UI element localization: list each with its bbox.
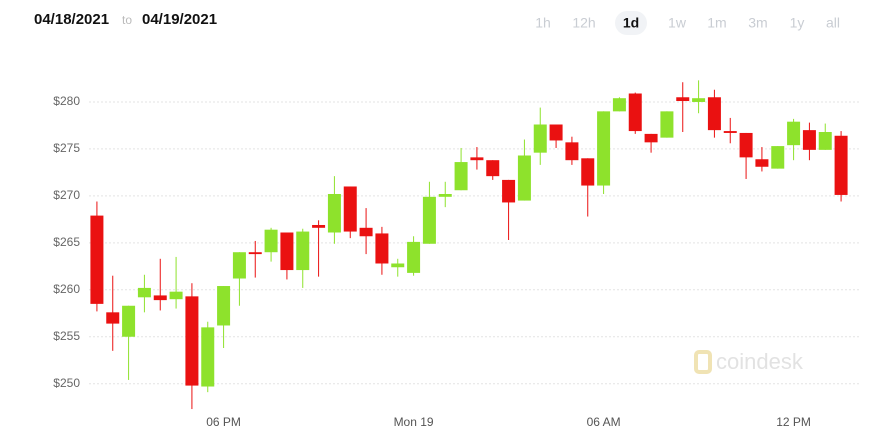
- date-sep: to: [122, 13, 132, 27]
- candle-body: [470, 157, 484, 161]
- range-button[interactable]: 12h: [572, 15, 595, 31]
- x-tick-label: 12 PM: [776, 415, 811, 429]
- candle-body: [375, 233, 389, 264]
- candle-body: [137, 287, 151, 298]
- y-tick-label: $280: [53, 94, 80, 108]
- candle-body: [771, 146, 785, 169]
- candle-body: [802, 130, 816, 150]
- y-tick-label: $265: [53, 235, 80, 249]
- candle-body: [787, 121, 801, 146]
- y-tick-label: $250: [53, 376, 80, 390]
- watermark-icon: [694, 350, 712, 374]
- candle-body: [533, 124, 547, 153]
- candle-body: [549, 124, 563, 141]
- x-tick-label: 06 AM: [587, 415, 621, 429]
- candle-body: [454, 162, 468, 191]
- candle-body: [296, 231, 310, 271]
- candle-body: [755, 159, 769, 167]
- range-button[interactable]: 1w: [668, 15, 687, 31]
- y-tick-label: $275: [53, 141, 80, 155]
- candle-body: [517, 155, 531, 201]
- candle-body: [834, 135, 848, 195]
- x-tick-label: Mon 19: [394, 415, 434, 429]
- candle-body: [723, 131, 737, 133]
- range-button[interactable]: 3m: [748, 15, 767, 31]
- candle-body: [312, 224, 326, 228]
- candle-body: [422, 196, 436, 244]
- candle-body: [217, 286, 231, 326]
- candle-body: [185, 296, 199, 386]
- candle-body: [201, 327, 215, 387]
- candle-body: [660, 111, 674, 138]
- candle-body: [818, 132, 832, 150]
- y-tick-label: $255: [53, 329, 80, 343]
- range-button[interactable]: 1m: [707, 15, 726, 31]
- watermark-text: coindesk: [716, 349, 804, 374]
- candle-body: [676, 97, 690, 102]
- candle-body: [359, 227, 373, 237]
- candle-body: [169, 291, 183, 300]
- date-from: 04/18/2021: [34, 11, 109, 28]
- x-tick-label: 06 PM: [206, 415, 241, 429]
- candle-body: [438, 193, 452, 197]
- candle-body: [692, 98, 706, 102]
- candle-body: [153, 295, 167, 301]
- candle-body: [628, 93, 642, 132]
- range-button[interactable]: 1d: [623, 15, 639, 31]
- candle-body: [565, 142, 579, 161]
- y-tick-label: $260: [53, 282, 80, 296]
- candle-body: [264, 229, 278, 253]
- candle-body: [644, 133, 658, 143]
- candle-body: [707, 97, 721, 131]
- candle-body: [502, 179, 516, 203]
- watermark: coindesk: [694, 349, 804, 374]
- candle-body: [122, 305, 136, 337]
- candle-body: [597, 111, 611, 186]
- range-button[interactable]: 1y: [790, 15, 805, 31]
- candle-body: [407, 241, 421, 273]
- candle-body: [581, 158, 595, 186]
- candle-body: [739, 132, 753, 158]
- candle-body: [343, 186, 357, 232]
- range-button[interactable]: 1h: [535, 15, 551, 31]
- candle-body: [248, 252, 262, 255]
- candle-body: [280, 232, 294, 271]
- candle-body: [90, 215, 104, 304]
- candle-body: [612, 98, 626, 112]
- range-selected-bg: [615, 11, 647, 35]
- candle-body: [391, 263, 405, 268]
- candle-body: [327, 193, 341, 233]
- candle-body: [232, 252, 246, 279]
- y-tick-label: $270: [53, 188, 80, 202]
- range-button[interactable]: all: [826, 15, 840, 31]
- candle-body: [106, 312, 120, 324]
- candle-body: [486, 160, 500, 177]
- date-to: 04/19/2021: [142, 11, 217, 28]
